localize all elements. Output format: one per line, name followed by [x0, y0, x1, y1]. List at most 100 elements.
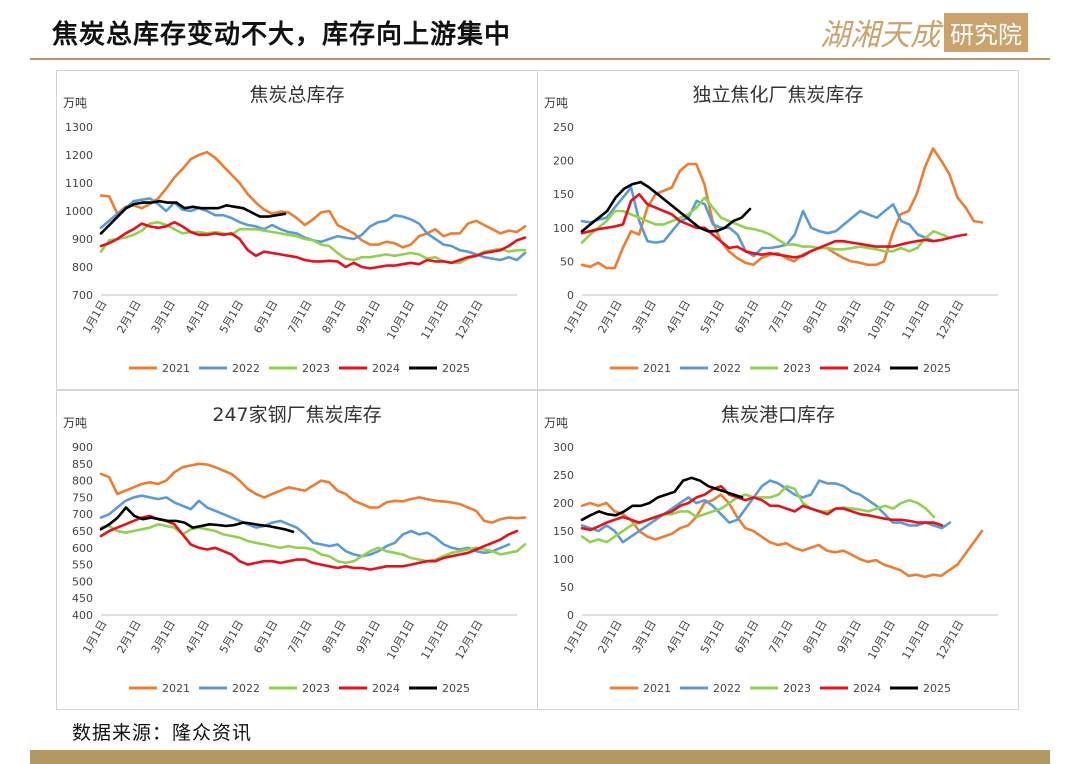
y-tick-label: 50	[560, 581, 574, 594]
series-line-2024	[580, 484, 944, 532]
y-tick-label: 250	[553, 469, 574, 482]
series-line-2024	[99, 220, 527, 270]
x-tick-label: 6月1日	[251, 618, 280, 656]
chart-panel-total: 焦炭总库存 万吨 700 800 900 1000 1100 1200 1300 1月1日 2月1日…	[56, 70, 538, 390]
series-line-2024	[580, 192, 968, 259]
y-tick-label: 800	[72, 475, 93, 488]
x-tick-label: 5月1日	[217, 618, 246, 656]
x-tick-label: 8月1日	[320, 618, 349, 656]
page-title: 焦炭总库存变动不大，库存向上游集中	[52, 20, 512, 50]
x-tick-label: 11月1日	[900, 618, 933, 662]
y-tick-label: 100	[553, 222, 574, 235]
brand-logo: 湖湘天成 研究院	[820, 12, 1028, 53]
x-tick-label: 5月1日	[698, 618, 727, 656]
series-line-2021	[99, 462, 527, 524]
x-tick-label: 10月1日	[865, 618, 898, 662]
series-line-2024	[99, 514, 519, 571]
x-tick-label: 2月1日	[115, 298, 144, 336]
x-tick-label: 12月1日	[453, 618, 486, 662]
y-tick-label: 850	[72, 458, 93, 471]
legend-label-2022: 2022	[232, 362, 260, 375]
legend-label-2021: 2021	[643, 682, 671, 695]
y-tick-label: 1000	[65, 205, 93, 218]
x-tick-label: 3月1日	[149, 298, 178, 336]
legend-label-2024: 2024	[853, 362, 881, 375]
chart-title: 焦炭港口库存	[721, 404, 835, 426]
x-tick-label: 3月1日	[630, 618, 659, 656]
series-line-2022	[580, 186, 936, 258]
x-tick-label: 12月1日	[934, 618, 967, 662]
x-tick-label: 8月1日	[801, 298, 830, 336]
series-line-2021	[99, 150, 527, 249]
chart-panel-port: 焦炭港口库存 万吨 0 50 100 150 200 250 300 1月1日 2月1日 3月1日 4月…	[537, 390, 1019, 710]
x-tick-label: 12月1日	[934, 298, 967, 342]
series-line-2022	[99, 197, 527, 262]
legend-label-2023: 2023	[783, 682, 811, 695]
series-line-2023	[580, 196, 952, 253]
logo-box: 研究院	[944, 12, 1028, 52]
y-tick-label: 750	[72, 491, 93, 504]
legend-label-2022: 2022	[713, 682, 741, 695]
series-line-2023	[99, 220, 527, 265]
y-unit-label: 万吨	[63, 416, 87, 430]
series-line-2025	[99, 199, 287, 235]
x-tick-label: 12月1日	[453, 298, 486, 342]
series-line-2022	[580, 479, 952, 544]
x-tick-label: 8月1日	[320, 298, 349, 336]
chart-title: 焦炭总库存	[249, 84, 344, 106]
y-unit-label: 万吨	[544, 416, 568, 430]
y-tick-label: 50	[560, 255, 574, 268]
y-tick-label: 100	[553, 553, 574, 566]
legend-label-2025: 2025	[442, 362, 470, 375]
y-unit-label: 万吨	[63, 96, 87, 110]
data-source: 数据来源：隆众资讯	[72, 722, 253, 744]
legend-label-2024: 2024	[372, 362, 400, 375]
legend-label-2024: 2024	[853, 682, 881, 695]
y-tick-label: 650	[72, 525, 93, 538]
x-tick-label: 1月1日	[561, 618, 590, 656]
y-tick-label: 1200	[65, 149, 93, 162]
x-tick-label: 8月1日	[801, 618, 830, 656]
series-line-2025	[580, 476, 744, 522]
legend-label-2021: 2021	[162, 362, 190, 375]
x-tick-label: 1月1日	[80, 618, 109, 656]
x-tick-label: 2月1日	[596, 618, 625, 656]
logo-script: 湖湘天成	[820, 18, 940, 53]
x-tick-label: 9月1日	[835, 298, 864, 336]
series-line-2025	[99, 506, 295, 533]
y-tick-label: 200	[553, 155, 574, 168]
y-tick-label: 250	[553, 121, 574, 134]
y-tick-label: 150	[553, 525, 574, 538]
x-tick-label: 3月1日	[149, 618, 178, 656]
series-line-2023	[99, 523, 527, 565]
chart-panel-coking-plant: 独立焦化厂焦炭库存 万吨 0 50 100 150 200 250 1月1日 2月1日 3月1日 4月…	[537, 70, 1019, 390]
x-tick-label: 9月1日	[354, 618, 383, 656]
y-tick-label: 450	[72, 592, 93, 605]
y-unit-label: 万吨	[544, 96, 568, 110]
x-tick-label: 10月1日	[384, 298, 417, 342]
top-divider	[30, 58, 1050, 60]
chart-panel-steel-mill: 247家钢厂焦炭库存 万吨 400 450 500 550 600 650 700 750 800 8…	[56, 390, 538, 710]
x-tick-label: 7月1日	[285, 298, 314, 336]
x-tick-label: 9月1日	[835, 618, 864, 656]
legend-label-2023: 2023	[302, 682, 330, 695]
x-tick-label: 5月1日	[217, 298, 246, 336]
x-tick-label: 7月1日	[285, 618, 314, 656]
series-line-2022	[99, 494, 511, 558]
legend-label-2024: 2024	[372, 682, 400, 695]
y-tick-label: 0	[567, 609, 574, 622]
y-tick-label: 150	[553, 188, 574, 201]
x-tick-label: 9月1日	[354, 298, 383, 336]
x-tick-label: 2月1日	[115, 618, 144, 656]
x-tick-label: 11月1日	[419, 618, 452, 662]
x-tick-label: 7月1日	[766, 298, 795, 336]
y-tick-label: 900	[72, 233, 93, 246]
x-tick-label: 3月1日	[630, 298, 659, 336]
bottom-bar	[30, 750, 1050, 764]
x-tick-label: 10月1日	[865, 298, 898, 342]
y-tick-label: 1100	[65, 177, 93, 190]
